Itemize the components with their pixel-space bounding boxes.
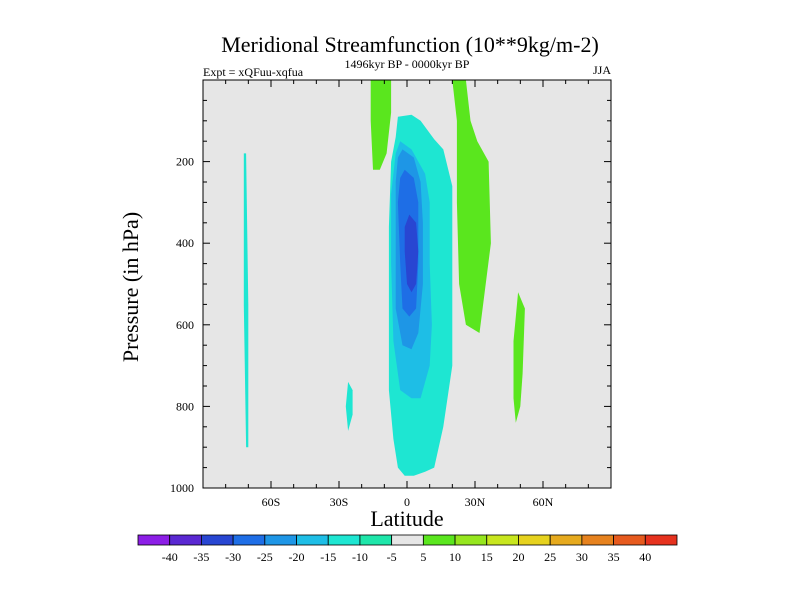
colorbar-label: 25 [544,550,556,564]
colorbar-label: -40 [162,550,178,564]
contour-north-subtropical-cell [452,80,491,333]
contour-far-south-thin-line [243,153,249,448]
colorbar-label: 5 [420,550,426,564]
y-tick-label: 800 [176,399,194,413]
x-tick-label: 60N [533,495,554,509]
colorbar-label: 20 [512,550,524,564]
colorbar-swatch [201,534,234,546]
x-tick-label: 60S [262,495,281,509]
contour-tropical-negative-cell-core [404,214,419,293]
x-tick-label: 30S [330,495,349,509]
x-tick-label: 30N [465,495,486,509]
colorbar-label: -25 [257,550,273,564]
y-tick-label: 400 [176,236,194,250]
contour-midlatitude-north-band [513,292,525,423]
x-tick-label: 0 [404,495,410,509]
y-axis-label: Pressure (in hPa) [118,212,143,362]
contour-south-small-blob [345,381,353,431]
chart-subtitle: 1496kyr BP - 0000kyr BP [345,57,470,71]
colorbar-label: -5 [387,550,397,564]
colorbar-swatch [327,534,361,546]
y-tick-label: 200 [176,155,194,169]
y-axis-ticks: 200 400 600 800 1000 [170,79,611,495]
x-axis-ticks: 60S 30S 0 30N 60N [202,80,612,509]
colorbar-swatch [581,534,614,546]
colorbar-swatch [264,534,297,546]
colorbar-swatch [137,534,171,546]
colorbar-label: -15 [320,550,336,564]
colorbar-swatch [359,534,393,546]
contour-upper-left-positive-cell [370,80,392,170]
colorbar-swatch [169,534,202,546]
colorbar-swatch [613,534,646,546]
colorbar-swatch [518,534,551,546]
colorbar-label: -30 [225,550,241,564]
contour-regions [243,80,525,476]
colorbar-label: 40 [639,550,651,564]
colorbar-swatch [486,534,519,546]
colorbar-label: 35 [608,550,620,564]
chart-title: Meridional Streamfunction (10**9kg/m-2) [221,32,599,57]
colorbar: -40 -35 -30 -25 -20 -15 -10 -5 5 10 15 20 25 30 35 40 [137,534,678,564]
colorbar-swatch [549,534,583,546]
x-axis-label: Latitude [370,506,443,531]
chart-left-label: Expt = xQFuu-xqfua [203,65,304,79]
colorbar-label: 15 [481,550,493,564]
colorbar-swatch [644,534,678,546]
colorbar-swatch [232,534,266,546]
plot-area: 60S 30S 0 30N 60N 200 400 600 800 1000 [170,79,612,509]
colorbar-label: -35 [193,550,209,564]
colorbar-label: 10 [449,550,461,564]
colorbar-swatch [422,534,456,546]
colorbar-swatch [454,534,488,546]
colorbar-label: -10 [352,550,368,564]
y-tick-label: 600 [176,318,194,332]
y-tick-label: 1000 [170,481,194,495]
colorbar-swatch [296,534,329,546]
colorbar-label: 30 [576,550,588,564]
colorbar-swatch [391,534,424,546]
colorbar-label: -20 [289,550,305,564]
chart-season-label: JJA [593,63,611,77]
